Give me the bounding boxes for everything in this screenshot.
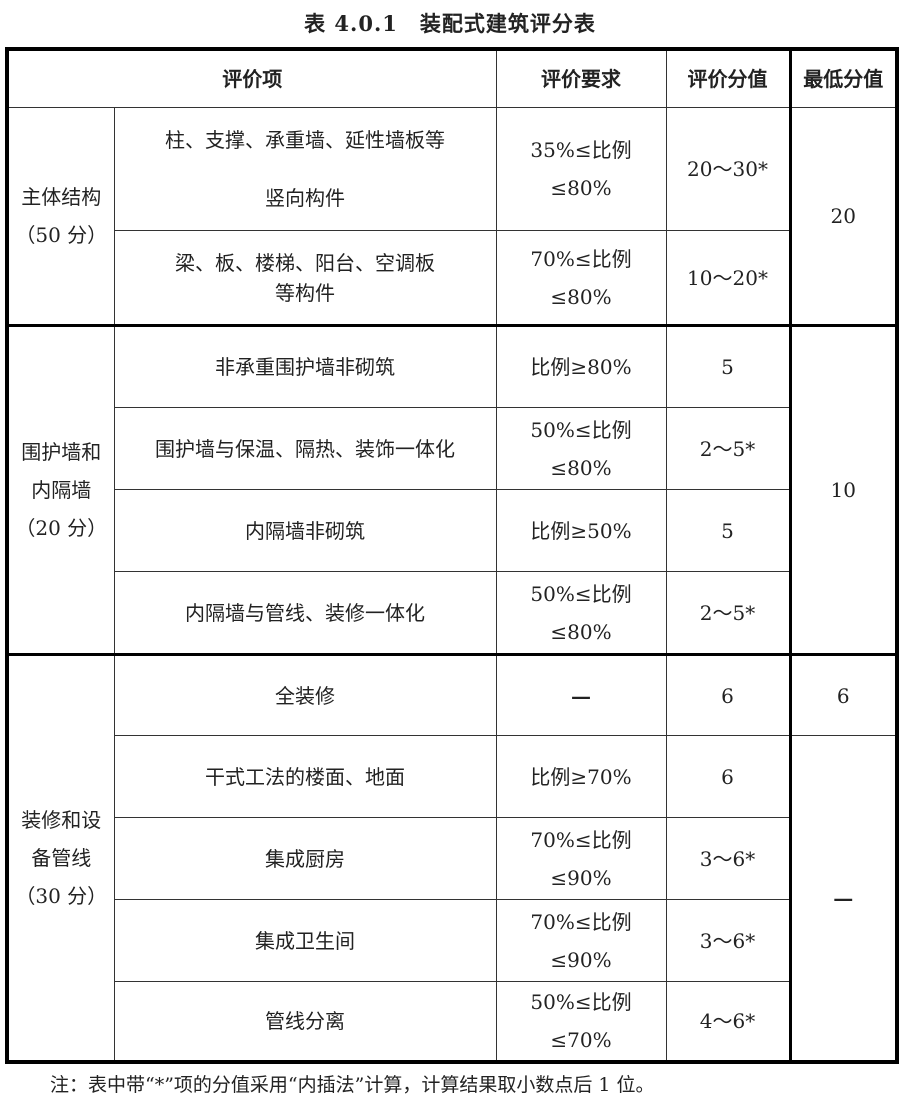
item-cell: 干式工法的楼面、地面 [113, 735, 497, 818]
item-cell: 集成厨房 [113, 817, 497, 900]
item-cell: 柱、支撑、承重墙、延性墙板等 竖向构件 [113, 107, 497, 231]
score-cell: 20～30* [665, 107, 791, 231]
group-finishing-pipelines: 装修和设 备管线 （30 分） [6, 653, 115, 1062]
requirement-cell: 50%≤比例≤80% [495, 571, 667, 655]
table-row: 干式工法的楼面、地面 比例≥70% 6 — [7, 735, 898, 1062]
requirement-cell: 70%≤比例≤80% [495, 230, 667, 326]
score-cell: 6 [665, 653, 791, 736]
table-row: 内隔墙与管线、装修一体化 50%≤比例≤80% 2～5* [7, 571, 897, 655]
min-score-cell: — [788, 735, 898, 1062]
header-score: 评价分值 [665, 48, 791, 108]
item-cell: 管线分离 [113, 981, 497, 1062]
score-cell: 2～5* [665, 407, 791, 490]
group-main-structure: 主体结构 （50 分） [6, 107, 115, 326]
scoring-table: 评价项 评价要求 评价分值 最低分值 主体结构 （50 分） 柱、支撑、承重墙、延… [5, 47, 899, 1064]
table-row: 集成厨房 70%≤比例≤90% 3～6* [7, 817, 897, 900]
item-cell: 非承重围护墙非砌筑 [113, 324, 497, 408]
requirement-cell: 50%≤比例≤70% [495, 981, 667, 1062]
table-row: 管线分离 50%≤比例≤70% 4～6* [7, 981, 897, 1062]
requirement-cell: — [495, 653, 667, 736]
score-cell: 4～6* [665, 981, 791, 1062]
table-note: 注：表中带“*”项的分值采用“内插法”计算，计算结果取小数点后 1 位。 [50, 1074, 655, 1096]
score-cell: 5 [665, 324, 791, 408]
score-cell: 3～6* [665, 899, 791, 982]
requirement-cell: 50%≤比例≤80% [495, 407, 667, 490]
score-cell: 6 [665, 735, 791, 818]
requirement-cell: 70%≤比例≤90% [495, 817, 667, 900]
requirement-cell: 比例≥50% [495, 489, 667, 572]
table-row: 内隔墙非砌筑 比例≥50% 5 [7, 489, 897, 572]
item-cell: 内隔墙非砌筑 [113, 489, 497, 572]
score-cell: 3～6* [665, 817, 791, 900]
header-min-score: 最低分值 [788, 48, 898, 108]
table-row: 主体结构 （50 分） 柱、支撑、承重墙、延性墙板等 竖向构件 35%≤比例≤80%… [6, 107, 898, 326]
group-envelope-walls: 围护墙和 内隔墙 （20 分） [6, 324, 115, 655]
requirement-cell: 比例≥70% [495, 735, 667, 818]
score-cell: 2～5* [665, 571, 791, 655]
item-cell: 梁、板、楼梯、阳台、空调板 等构件 [113, 230, 497, 326]
table-row: 围护墙与保温、隔热、装饰一体化 50%≤比例≤80% 2～5* [7, 407, 897, 490]
min-score-cell: 6 [788, 653, 898, 736]
min-score-cell: 20 [788, 107, 898, 326]
item-cell: 集成卫生间 [113, 899, 497, 982]
table-row: 集成卫生间 70%≤比例≤90% 3～6* [7, 899, 897, 982]
score-cell: 5 [665, 489, 791, 572]
score-cell: 10～20* [665, 230, 791, 326]
table-row: 梁、板、楼梯、阳台、空调板 等构件 70%≤比例≤80% 10～20* [7, 230, 897, 326]
header-requirement: 评价要求 [495, 48, 667, 108]
item-cell: 全装修 [113, 653, 497, 736]
table-row: 装修和设 备管线 （30 分） 全装修 — 6 6 [6, 653, 898, 1062]
requirement-cell: 比例≥80% [495, 324, 667, 408]
requirement-cell: 35%≤比例≤80% [495, 107, 667, 231]
item-cell: 内隔墙与管线、装修一体化 [113, 571, 497, 655]
table-row: 围护墙和 内隔墙 （20 分） 非承重围护墙非砌筑 比例≥80% 5 10 [6, 324, 898, 655]
requirement-cell: 70%≤比例≤90% [495, 899, 667, 982]
table-title: 表 4.0.1 装配式建筑评分表 [304, 11, 596, 36]
header-item: 评价项 [6, 48, 497, 108]
min-score-cell: 10 [788, 324, 898, 655]
header-row: 评价项 评价要求 评价分值 最低分值 [6, 48, 898, 108]
item-cell: 围护墙与保温、隔热、装饰一体化 [113, 407, 497, 490]
